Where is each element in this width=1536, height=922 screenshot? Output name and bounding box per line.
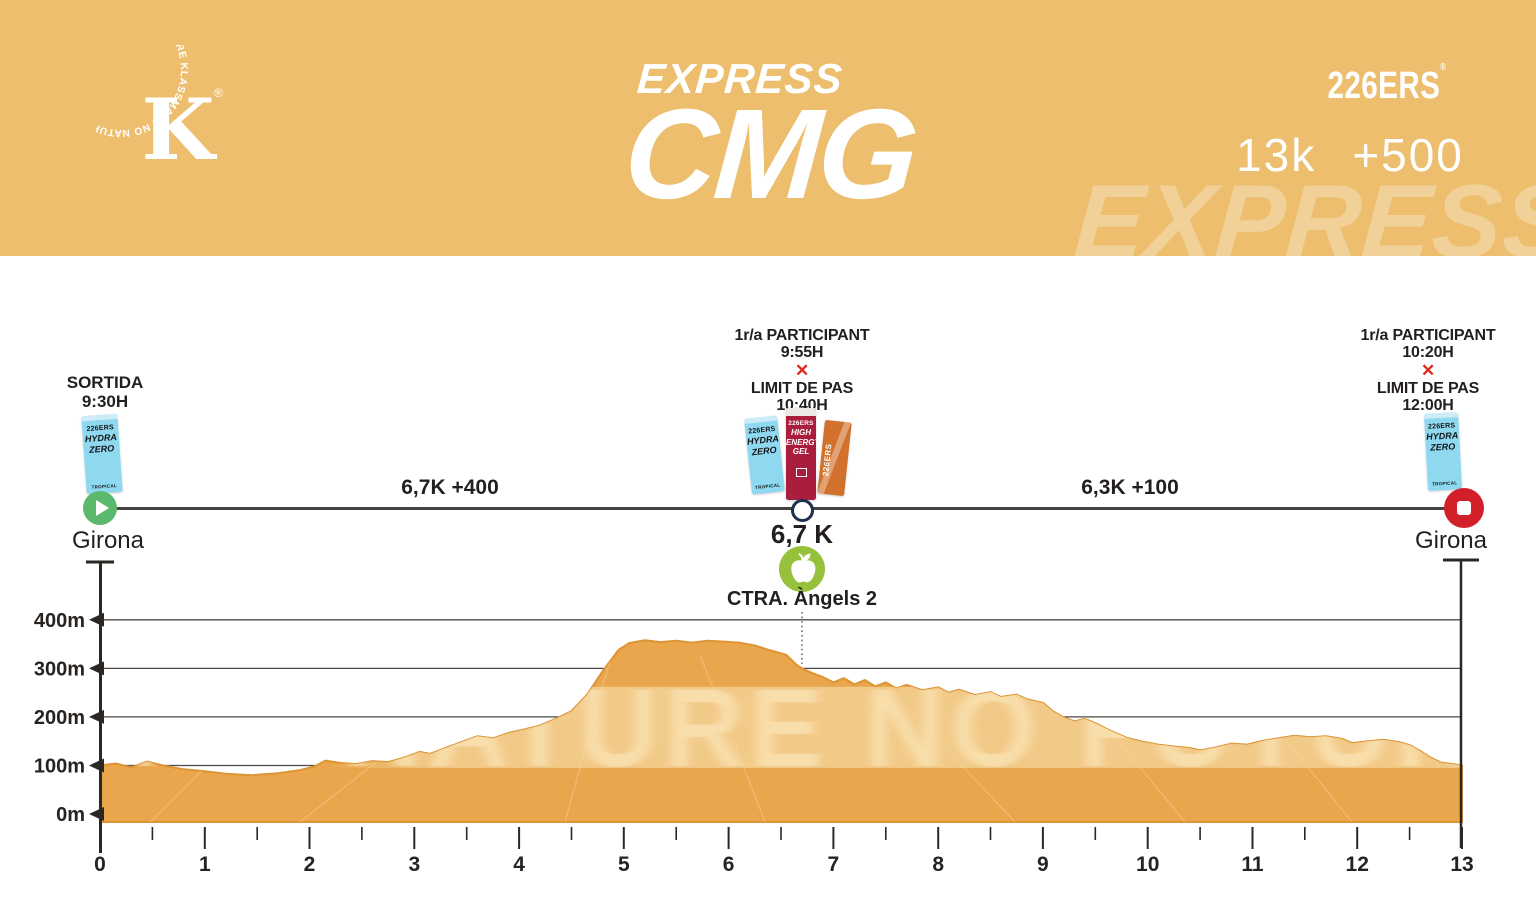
header-watermark: EXPRESS (1070, 164, 1536, 256)
klassmark-logo: KLASSMARK NO NATURE NO FUTURE KLASSMARK … (96, 45, 223, 179)
race-title-block: EXPRESS CMG (560, 55, 980, 226)
y-tick-label: 300m (34, 658, 85, 680)
x-tick-label: 3 (408, 853, 420, 876)
start-marker-play-icon (83, 491, 117, 525)
header-band: KLASSMARK NO NATURE NO FUTURE KLASSMARK … (0, 0, 1536, 256)
segment-1-label: 6,7K +400 (401, 476, 499, 499)
product-hydrazero-start: 226ERS HYDRA ZERO TROPICAL (81, 413, 123, 495)
gel-pictogram (795, 467, 807, 477)
product-name-line: ENERGY (786, 437, 816, 447)
mid-limit-label: LIMIT DE PAS (750, 380, 854, 397)
svg-text:NO NATURE NO FUTURE: NO NATURE NO FUTURE (130, 667, 1536, 790)
mid-station-label: 1r/a PARTICIPANT 9:55H ✕ LIMIT DE PAS 10… (712, 327, 892, 414)
route-line (100, 507, 1462, 510)
cutoff-x-icon: ✕ (794, 361, 810, 380)
y-tick-label: 100m (34, 756, 85, 778)
finish-station-label: 1r/a PARTICIPANT 10:20H ✕ LIMIT DE PAS 1… (1338, 327, 1518, 414)
x-tick-label: 13 (1450, 853, 1473, 876)
sponsor-logo-text: 226ERS (1327, 65, 1441, 107)
segment-2-label: 6,3K +100 (1081, 476, 1179, 499)
y-tick-label: 400m (34, 610, 85, 632)
x-tick-label: 12 (1346, 853, 1369, 876)
race-stats: 13k +500 (1230, 132, 1470, 178)
x-tick-label: 10 (1136, 853, 1159, 876)
race-elevation-gain: +500 (1352, 129, 1464, 181)
gel-cap (786, 408, 816, 416)
aid-station-apple-icon (779, 546, 825, 592)
sachet-crimp (1424, 412, 1459, 419)
finish-participant-label: 1r/a PARTICIPANT (1360, 327, 1496, 344)
product-name-line: ZERO (751, 444, 777, 457)
race-distance: 13k (1236, 129, 1317, 181)
product-flavor: TROPICAL (1431, 480, 1458, 487)
mid-place: CTRA. Àngels 2 (726, 588, 878, 610)
start-time: 9:30H (81, 392, 129, 411)
sponsor-logo: 226ERS® (1325, 62, 1450, 108)
x-tick-label: 6 (723, 853, 735, 876)
x-tick-label: 2 (304, 853, 316, 876)
x-tick-label: 8 (932, 853, 944, 876)
finish-marker-stop-icon (1444, 488, 1484, 528)
klassmark-monogram: K (141, 80, 217, 179)
mid-participant-label: 1r/a PARTICIPANT (734, 327, 870, 344)
mid-km-label: 6,7 K (770, 519, 834, 549)
start-station-label: SORTIDA 9:30H (40, 373, 170, 411)
start-title: SORTIDA (66, 373, 144, 392)
x-tick-label: 9 (1037, 853, 1049, 876)
y-tick-label: 200m (34, 707, 85, 729)
x-tick-label: 7 (828, 853, 840, 876)
sachet-crimp (81, 413, 118, 422)
x-tick-label: 4 (513, 853, 525, 876)
finish-limit-label: LIMIT DE PAS (1376, 380, 1480, 397)
x-tick-label: 5 (618, 853, 630, 876)
product-hydrazero-finish: 226ERS HYDRA ZERO TROPICAL (1424, 412, 1462, 491)
sponsor-registered-icon: ® (1440, 62, 1447, 73)
product-brand: 226ERS (788, 420, 814, 427)
cutoff-x-icon: ✕ (1420, 361, 1436, 380)
product-name-line: ZERO (1429, 440, 1456, 453)
product-flavor: TROPICAL (91, 483, 118, 490)
race-name-title: CMG (620, 83, 920, 226)
product-name-line: HIGH (791, 428, 811, 437)
mid-checkpoint-marker (791, 499, 814, 522)
x-tick-label: 11 (1241, 853, 1264, 876)
start-place: Girona (71, 527, 145, 554)
product-energy-gel: 226ERS HIGH ENERGY GEL (786, 408, 816, 500)
product-name-line: GEL (792, 447, 810, 456)
product-flavor: TROPICAL (754, 482, 781, 491)
x-tick-label: 1 (199, 853, 211, 876)
finish-limit-time: 12:00H (1402, 396, 1454, 414)
mid-participant-time: 9:55H (780, 343, 824, 361)
finish-participant-time: 10:20H (1402, 343, 1454, 361)
klassmark-registered-icon: ® (214, 86, 223, 100)
product-name-line: ZERO (88, 442, 115, 455)
product-name-line: HYDRA (1425, 430, 1459, 442)
x-tick-label: 0 (94, 853, 106, 876)
finish-place: Girona (1414, 527, 1488, 554)
y-tick-label: 0m (56, 804, 85, 826)
mountain-watermark: NO NATURE NO FUTURE (130, 667, 1536, 790)
